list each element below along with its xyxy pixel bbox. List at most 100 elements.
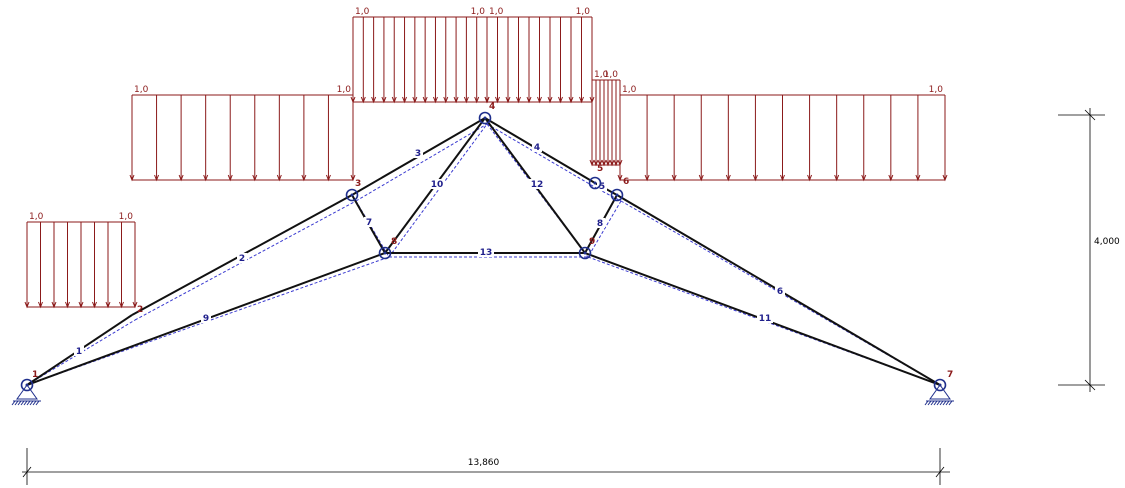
load-arrowhead (276, 174, 282, 182)
load-arrowhead (371, 96, 377, 104)
support-hatch (936, 400, 941, 406)
member-label: 9 (203, 314, 209, 324)
load-arrowhead (227, 174, 233, 182)
load-start-label: 1,0 (594, 70, 609, 80)
member-1: 1 (26, 314, 133, 386)
node-label: 7 (947, 370, 953, 380)
node-dot (615, 193, 619, 197)
node-8: 8 (378, 237, 397, 260)
member-label: 1 (76, 347, 82, 357)
node-label: 5 (597, 164, 603, 174)
node-circle (588, 176, 602, 190)
member-label: 11 (759, 314, 772, 324)
load-arrowhead (537, 96, 542, 104)
member-label-bg (775, 286, 785, 296)
member-label-bg (532, 142, 542, 152)
node-dot (938, 383, 942, 387)
node-label: 9 (589, 237, 595, 247)
member-4: 4 (484, 117, 596, 184)
member-label: 8 (597, 219, 603, 229)
load-layer: 1,0 1,01,0 1,01,0 1,0 1,0 1,01,01,01,0 1,0 (24, 7, 948, 309)
node-circle (610, 188, 624, 202)
load-arrowhead (617, 174, 623, 182)
support-hatch (26, 400, 31, 406)
support-hatch (11, 400, 16, 406)
support-hatch (927, 400, 932, 406)
load-arrowhead (516, 96, 521, 104)
load-4: 1,0 1,0 (484, 7, 595, 104)
dim-height-tick-top (1084, 109, 1096, 121)
load-arrowhead (422, 96, 428, 104)
load-2: 1,0 1,0 (129, 85, 356, 182)
load-arrowhead (78, 301, 84, 309)
support-hatch (29, 400, 34, 406)
load-arrowhead (601, 159, 607, 167)
member-5: 5 (594, 181, 618, 196)
load-arrowhead (484, 96, 490, 104)
load-arrowhead (589, 159, 595, 167)
deformed-member-5 (597, 188, 622, 202)
load-arrowhead (105, 301, 111, 309)
member-label: 6 (777, 287, 783, 297)
dim-span-label: 13,860 (468, 458, 500, 468)
load-arrowhead (605, 159, 611, 167)
member-13: 13 (385, 247, 585, 258)
load-arrowhead (861, 174, 867, 182)
support-triangle (929, 384, 951, 400)
load-start-label: 1,0 (29, 212, 44, 222)
load-arrowhead (834, 174, 840, 182)
node-circle (933, 378, 947, 392)
load-start-label: 1,0 (355, 7, 370, 17)
support-triangle (16, 384, 38, 400)
dim-height-tick-bottom (1084, 379, 1096, 391)
member-label: 2 (239, 254, 245, 264)
node-4: 4 (478, 102, 495, 125)
load-arrowhead (178, 174, 184, 182)
load-arrowhead (463, 96, 469, 104)
node-9: 9 (578, 237, 595, 260)
support-hatch (32, 400, 37, 406)
node-label: 1 (32, 370, 38, 380)
support-hatch (930, 400, 935, 406)
load-arrowhead (453, 96, 459, 104)
dimension-span: 13,860 (22, 448, 950, 485)
dimension-layer: 13,860 4,000 (22, 108, 1120, 485)
member-label-bg (478, 247, 494, 257)
member-label-bg (201, 313, 211, 323)
member-label-bg (595, 218, 605, 228)
load-arrowhead (92, 301, 97, 309)
load-arrowhead (526, 96, 532, 104)
member-label: 3 (415, 149, 421, 159)
load-arrowhead (412, 96, 418, 104)
load-arrowhead (51, 301, 57, 309)
load-end-label: 1,0 (471, 7, 486, 17)
support-hatch (20, 400, 25, 406)
deformed-member-3 (355, 123, 488, 202)
load-arrowhead (65, 301, 70, 309)
load-arrowhead (558, 96, 563, 104)
node-5: 5 (588, 164, 603, 190)
load-arrowhead (579, 96, 584, 104)
load-arrowhead (350, 174, 356, 182)
node-1: 1 (20, 370, 38, 392)
load-arrowhead (132, 301, 138, 309)
load-arrowhead (432, 96, 438, 104)
load-arrowhead (609, 159, 615, 167)
load-arrowhead (24, 301, 30, 309)
load-start-label: 1,0 (622, 85, 637, 95)
deformed-member-4 (486, 123, 599, 190)
node-7: 7 (933, 370, 953, 392)
load-arrowhead (593, 159, 599, 167)
node-circle (478, 111, 492, 125)
load-end-label: 1,0 (119, 212, 134, 222)
support-hatch (23, 400, 28, 406)
member-label: 13 (480, 248, 493, 258)
load-arrowhead (505, 96, 511, 104)
node-circle (20, 378, 34, 392)
load-arrowhead (154, 174, 160, 182)
member-label: 10 (431, 180, 444, 190)
load-end-label: 1,0 (337, 85, 352, 95)
load-arrowhead (301, 174, 307, 182)
load-arrowhead (644, 174, 650, 182)
